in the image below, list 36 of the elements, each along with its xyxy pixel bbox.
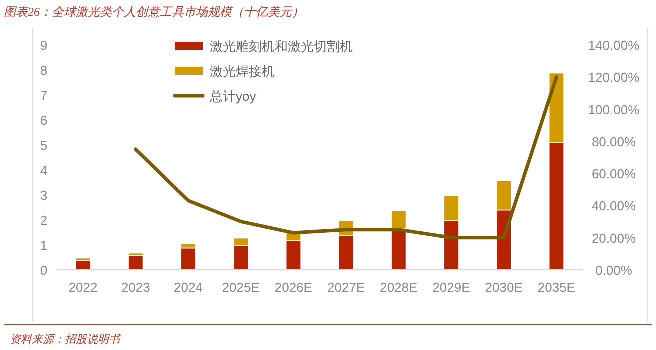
bar — [391, 210, 407, 230]
x-tick-label: 2023 — [121, 280, 150, 295]
x-tick-label: 2024 — [174, 280, 203, 295]
y-tick-label: 4 — [40, 163, 48, 178]
bar — [180, 248, 196, 270]
y-tick-label: 2 — [40, 213, 48, 228]
y-tick-label: 9 — [40, 38, 48, 53]
y2-tick-label: 60.00% — [592, 166, 636, 182]
y2-tick-label: 120.00% — [588, 70, 640, 86]
y-tick-label: 5 — [40, 138, 48, 153]
x-tick-label: 2026E — [274, 280, 313, 295]
y2-tick-label: 0.00% — [596, 263, 633, 278]
y-tick-label: 0 — [40, 263, 48, 278]
y2-tick-label: 140.00% — [588, 38, 640, 53]
legend-label: 激光焊接机 — [210, 64, 275, 79]
chart-title: 图表26：全球激光类个人创意工具市场规模（十亿美元） — [4, 5, 304, 19]
x-tick-label: 2027E — [328, 280, 366, 295]
y-tick-label: 3 — [40, 188, 48, 203]
legend-label: 激光雕刻机和激光切割机 — [210, 39, 353, 54]
x-tick-label: 2022 — [68, 280, 98, 295]
x-tick-label: 2030E — [485, 280, 524, 295]
y-tick-label: 8 — [40, 63, 48, 78]
y2-tick-label: 100.00% — [588, 102, 640, 118]
y2-tick-label: 40.00% — [592, 198, 636, 214]
y2-tick-label: 20.00% — [592, 230, 636, 246]
x-tick-label: 2035E — [538, 280, 576, 295]
legend-label: 总计yoy — [209, 89, 257, 104]
text: 资料来源：招股说明书 — [10, 333, 122, 346]
x-tick-label: 2028E — [380, 280, 418, 295]
y2-tick-label: 80.00% — [592, 134, 636, 150]
y-tick-label: 7 — [40, 88, 48, 103]
x-tick-label: 2029E — [432, 280, 471, 295]
x-tick-label: 2025E — [222, 280, 260, 295]
y-tick-label: 6 — [40, 113, 48, 128]
y-tick-label: 1 — [40, 238, 48, 253]
bar — [128, 255, 144, 270]
